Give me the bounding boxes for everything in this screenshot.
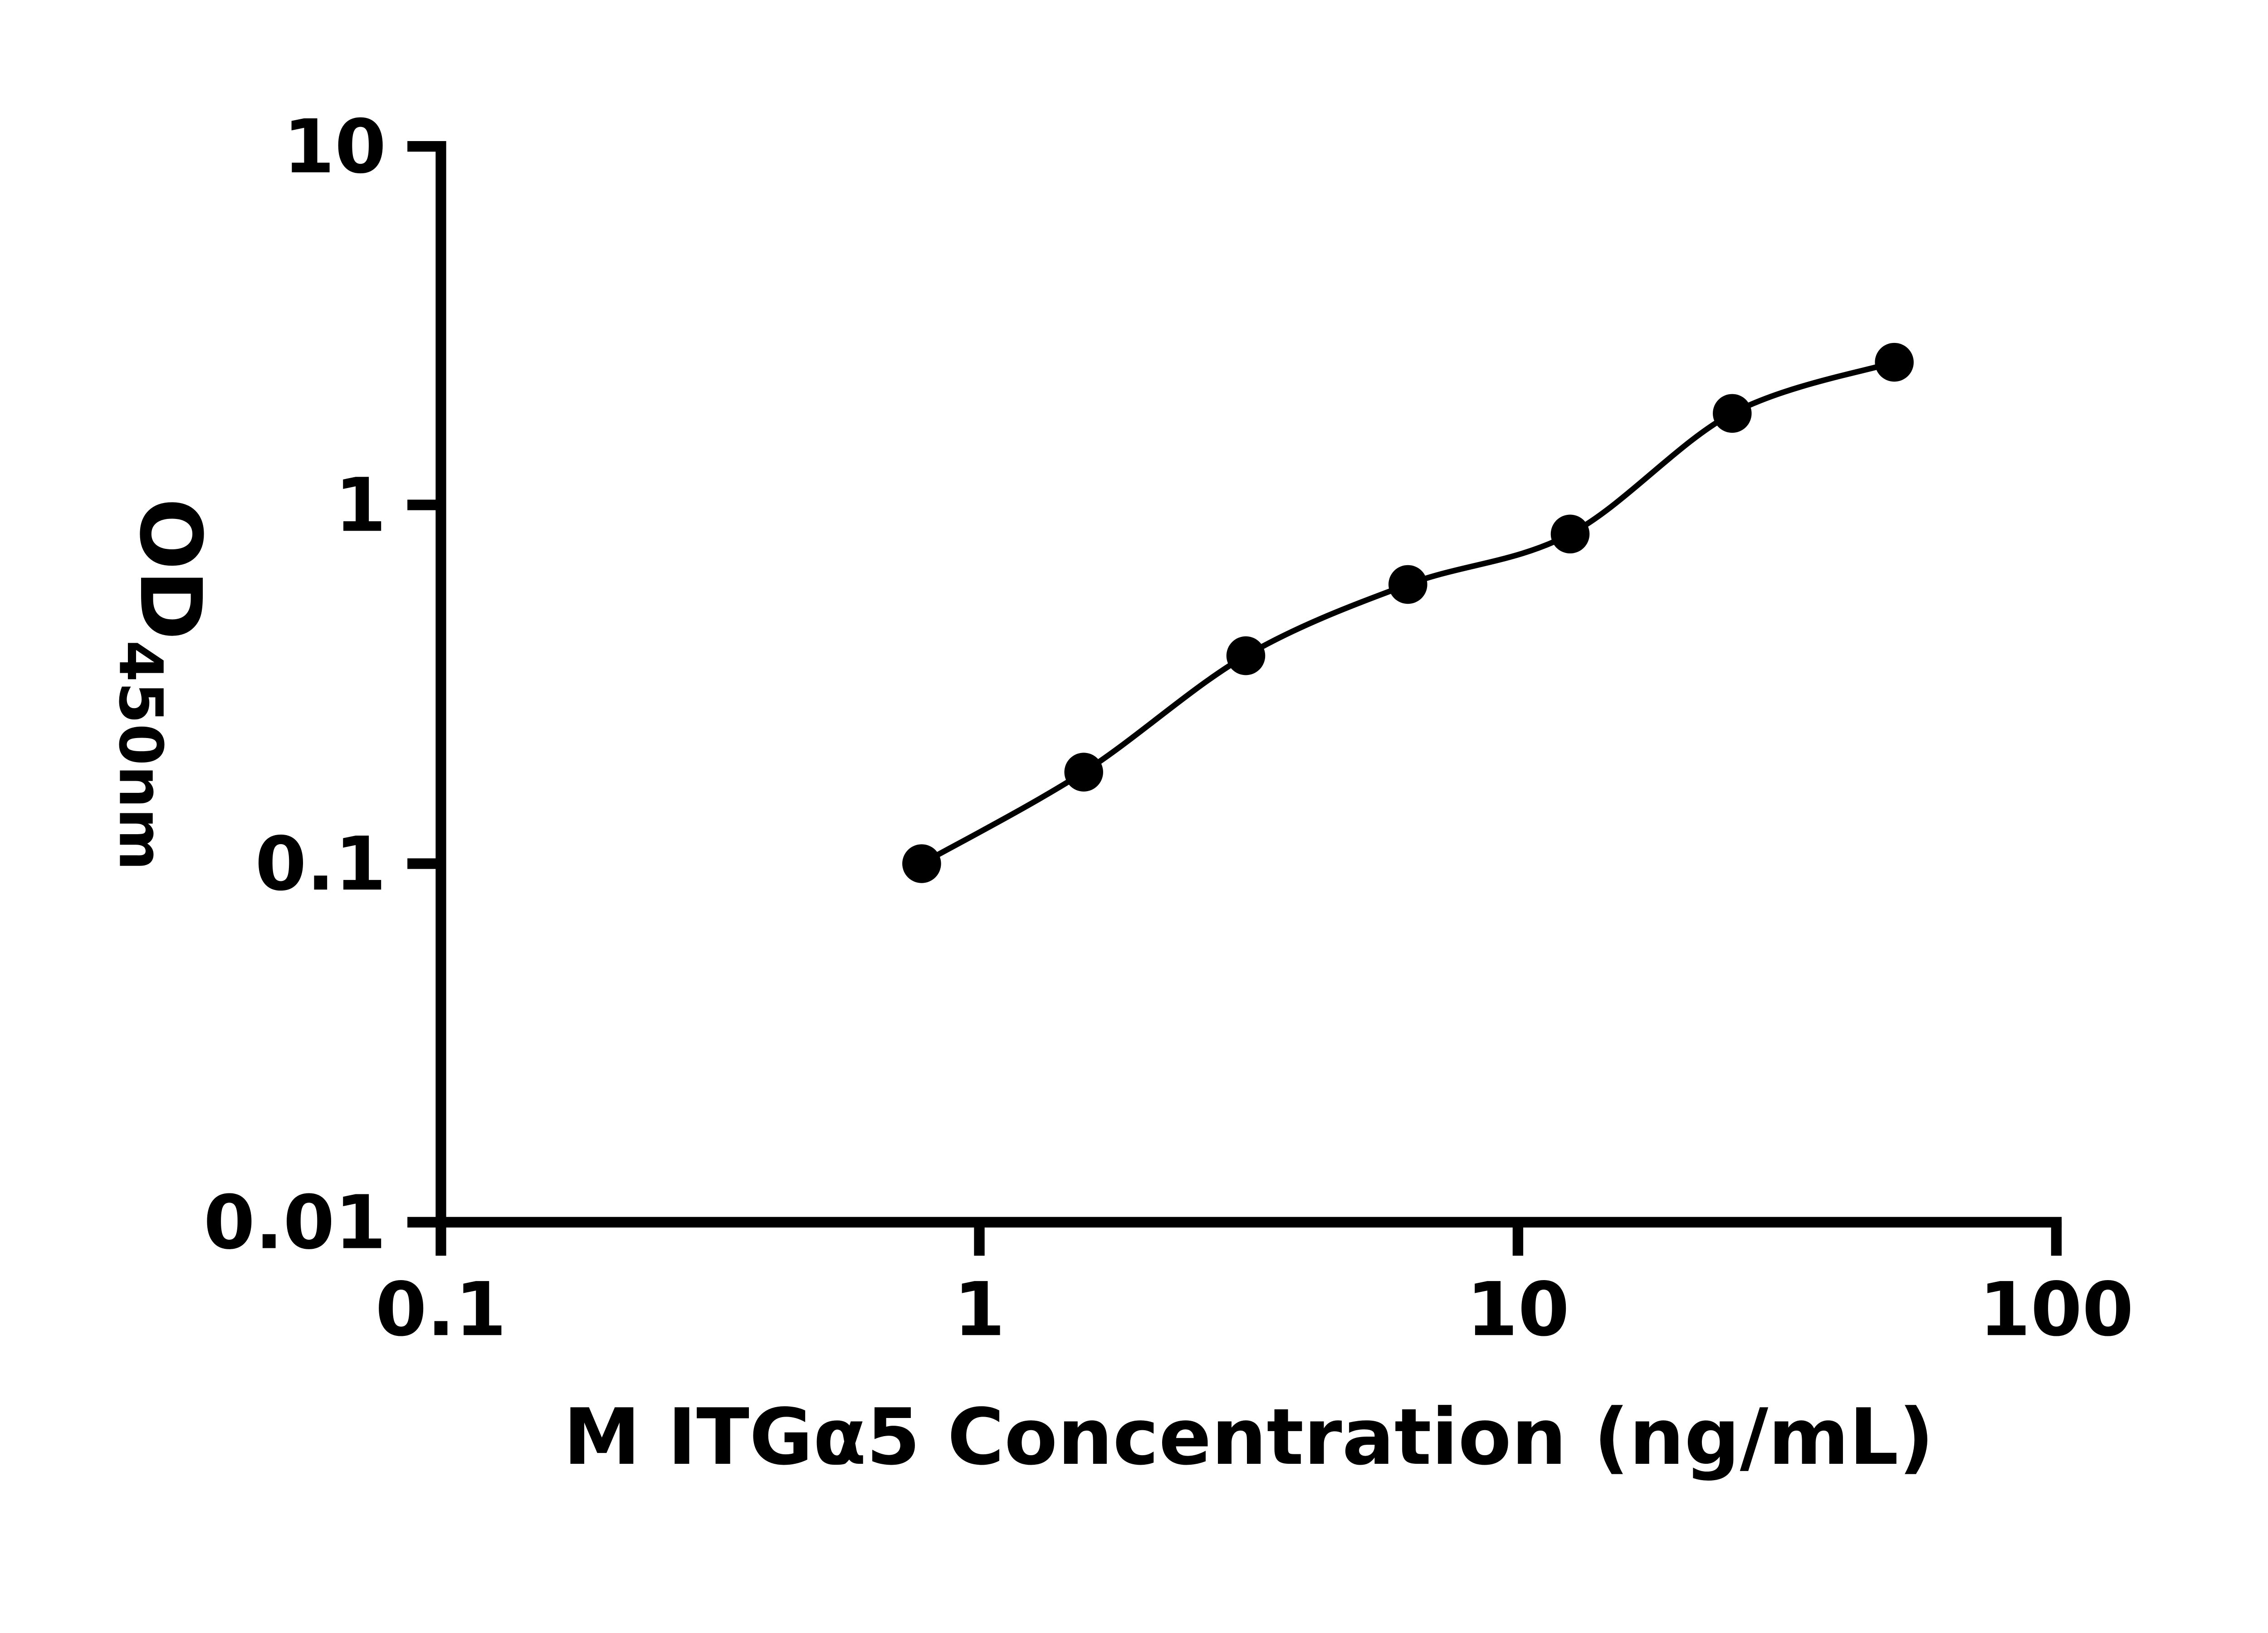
data-point bbox=[1226, 636, 1266, 675]
x-tick-label: 0.1 bbox=[375, 1266, 506, 1353]
x-tick-label: 100 bbox=[1979, 1266, 2134, 1353]
x-axis-title: M ITGα5 Concentration (ng/mL) bbox=[563, 1392, 1934, 1482]
y-tick-labels: 10 1 0.1 0.01 bbox=[204, 103, 386, 1266]
data-point bbox=[902, 844, 941, 883]
chart-canvas: 0.1 1 10 100 10 1 0.1 0.01 M ITGα5 Conce… bbox=[105, 103, 2134, 1483]
y-axis-title-subscript: 450nm bbox=[105, 640, 175, 870]
axis-lines bbox=[435, 141, 2062, 1228]
y-axis-title-main: OD bbox=[121, 498, 219, 640]
data-points-layer bbox=[902, 342, 1914, 883]
data-point bbox=[1875, 342, 1914, 382]
y-axis-title: OD450nm bbox=[105, 498, 219, 870]
data-point bbox=[1550, 514, 1590, 554]
axes bbox=[407, 141, 2062, 1256]
data-point bbox=[1388, 565, 1427, 604]
y-tick-label: 10 bbox=[283, 103, 386, 190]
data-point bbox=[1064, 753, 1103, 792]
fit-curve bbox=[920, 359, 1896, 866]
x-tick-label: 1 bbox=[953, 1266, 1005, 1353]
x-tick-label: 10 bbox=[1466, 1266, 1569, 1353]
y-tick-label: 0.1 bbox=[255, 821, 386, 907]
x-tick-labels: 0.1 1 10 100 bbox=[375, 1266, 2133, 1353]
fit-curve-layer bbox=[920, 359, 1896, 866]
y-tick-label: 1 bbox=[335, 462, 386, 548]
elisa-standard-curve-figure: 0.1 1 10 100 10 1 0.1 0.01 M ITGα5 Conce… bbox=[105, 103, 2134, 1483]
data-point bbox=[1713, 394, 1752, 433]
y-tick-label: 0.01 bbox=[204, 1179, 386, 1266]
